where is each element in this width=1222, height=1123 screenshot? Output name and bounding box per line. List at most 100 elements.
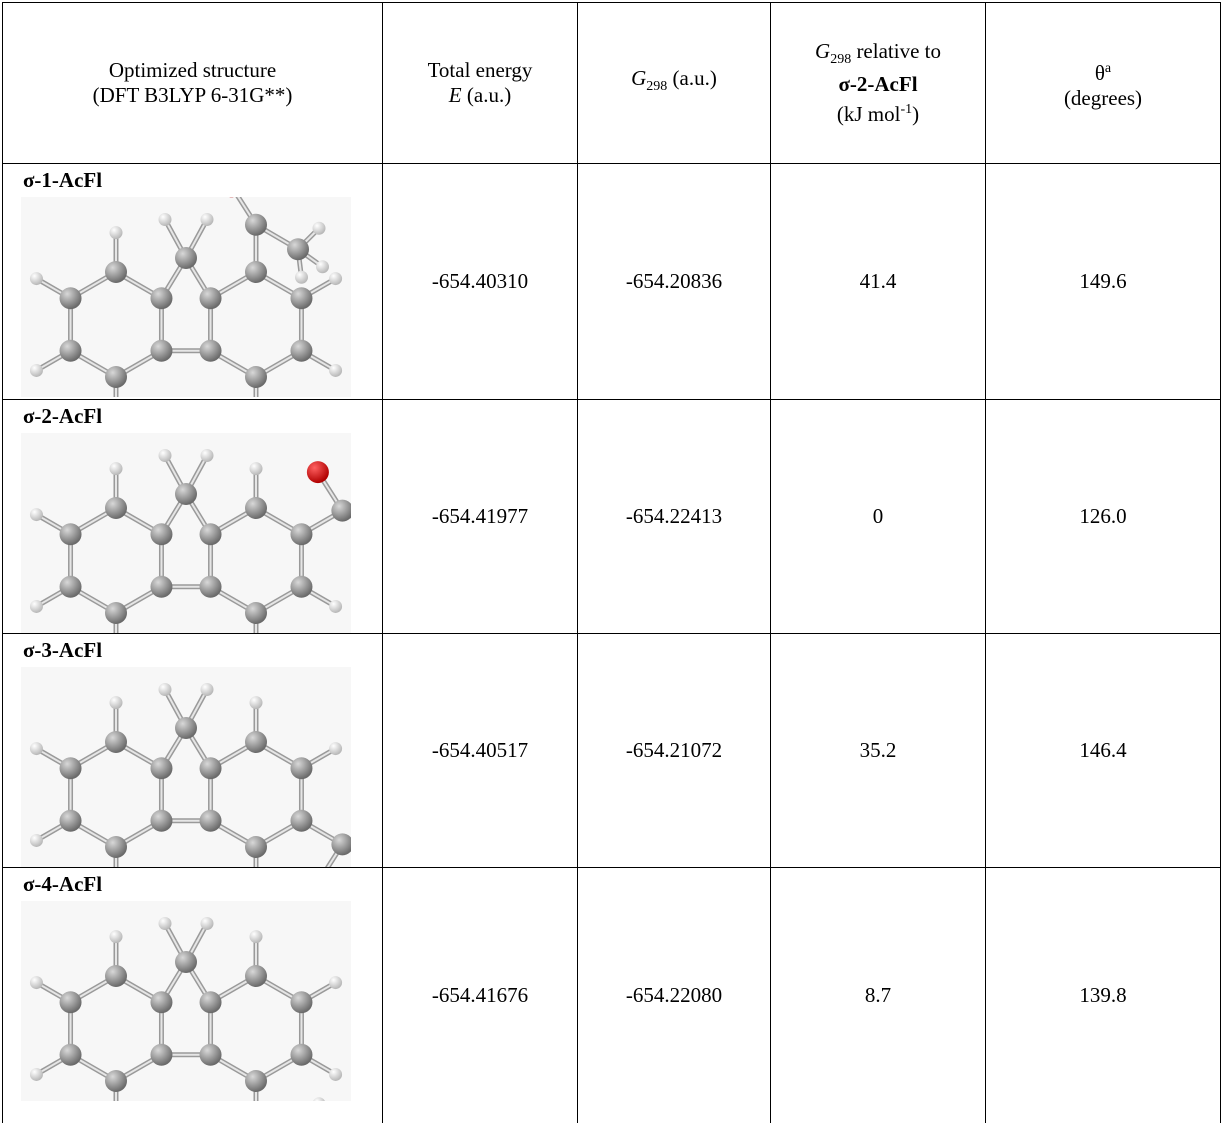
atom <box>245 1070 267 1092</box>
atom <box>316 260 329 273</box>
structure-cell: σ-3-AcFl <box>3 634 383 868</box>
atom <box>60 576 82 598</box>
atom <box>30 272 43 285</box>
compound-name: σ-2-AcFl <box>3 400 382 429</box>
atom <box>60 757 82 779</box>
header-text: Total energy <box>428 58 533 82</box>
value-cell: -654.40517 <box>383 634 578 868</box>
atom <box>329 364 342 377</box>
header-text: (degrees) <box>1064 86 1142 110</box>
atom <box>105 965 127 987</box>
value-cell: 139.8 <box>986 868 1221 1123</box>
header-symbol: G <box>631 66 646 90</box>
atom <box>200 757 222 779</box>
atom <box>60 810 82 832</box>
structure-cell: σ-1-AcFl <box>3 164 383 400</box>
atom <box>159 213 172 226</box>
value-cell: -654.41676 <box>383 868 578 1123</box>
atom <box>110 930 123 943</box>
header-symbol: θ <box>1095 61 1105 85</box>
header-text: relative to <box>856 39 941 63</box>
atom <box>150 991 172 1013</box>
header-text: (DFT B3LYP 6-31G**) <box>93 83 293 107</box>
molecule-image <box>21 667 351 867</box>
atom <box>245 602 267 624</box>
atom <box>245 214 267 236</box>
atom <box>30 1068 43 1081</box>
atom <box>329 1068 342 1081</box>
atom <box>105 731 127 753</box>
atom <box>175 717 197 739</box>
atom <box>150 810 172 832</box>
header-text: ) <box>912 102 919 126</box>
value-cell: -654.21072 <box>578 634 771 868</box>
atom <box>290 991 312 1013</box>
atom <box>60 991 82 1013</box>
atom <box>159 683 172 696</box>
atom <box>30 364 43 377</box>
atom <box>287 238 309 260</box>
atom <box>175 951 197 973</box>
atom <box>60 287 82 309</box>
molecule-image <box>21 433 351 633</box>
atom <box>105 602 127 624</box>
atom <box>200 523 222 545</box>
value-cell: -654.20836 <box>578 164 771 400</box>
page: Optimized structure(DFT B3LYP 6-31G**) T… <box>0 0 1222 1105</box>
atom <box>290 576 312 598</box>
atom <box>200 991 222 1013</box>
atom <box>175 483 197 505</box>
atom <box>30 508 43 521</box>
atom <box>290 340 312 362</box>
header-cell: Optimized structure(DFT B3LYP 6-31G**) <box>3 3 383 164</box>
value-cell: 0 <box>771 400 986 634</box>
atom <box>201 449 214 462</box>
atom <box>200 810 222 832</box>
atom <box>150 1044 172 1066</box>
header-text: (a.u.) <box>467 83 511 107</box>
atom <box>200 576 222 598</box>
atom <box>159 449 172 462</box>
atom <box>307 461 329 483</box>
atom <box>290 523 312 545</box>
atom <box>313 222 326 235</box>
atom <box>250 930 263 943</box>
value-cell: -654.40310 <box>383 164 578 400</box>
atom <box>245 836 267 858</box>
atom <box>105 836 127 858</box>
header-cell: θa(degrees) <box>986 3 1221 164</box>
compound-name: σ-4-AcFl <box>3 868 382 897</box>
header-symbol: E <box>449 83 462 107</box>
molecule-image <box>21 197 351 397</box>
header-exponent: -1 <box>900 102 912 117</box>
atom <box>150 576 172 598</box>
atom <box>150 523 172 545</box>
atom <box>329 976 342 989</box>
atom <box>150 340 172 362</box>
atom <box>105 497 127 519</box>
atom <box>110 462 123 475</box>
atom <box>200 287 222 309</box>
header-row: Optimized structure(DFT B3LYP 6-31G**) T… <box>3 3 1221 164</box>
atom <box>245 731 267 753</box>
value-cell: 35.2 <box>771 634 986 868</box>
header-symbol: G <box>815 39 830 63</box>
atom <box>295 271 308 284</box>
atom <box>150 757 172 779</box>
atom <box>329 600 342 613</box>
header-subscript: 298 <box>646 80 667 95</box>
atom <box>290 287 312 309</box>
atom <box>200 340 222 362</box>
molecule-image <box>21 901 351 1101</box>
header-text: Optimized structure <box>109 58 276 82</box>
atom <box>245 261 267 283</box>
compound-name: σ-3-AcFl <box>3 634 382 663</box>
value-cell: -654.41977 <box>383 400 578 634</box>
